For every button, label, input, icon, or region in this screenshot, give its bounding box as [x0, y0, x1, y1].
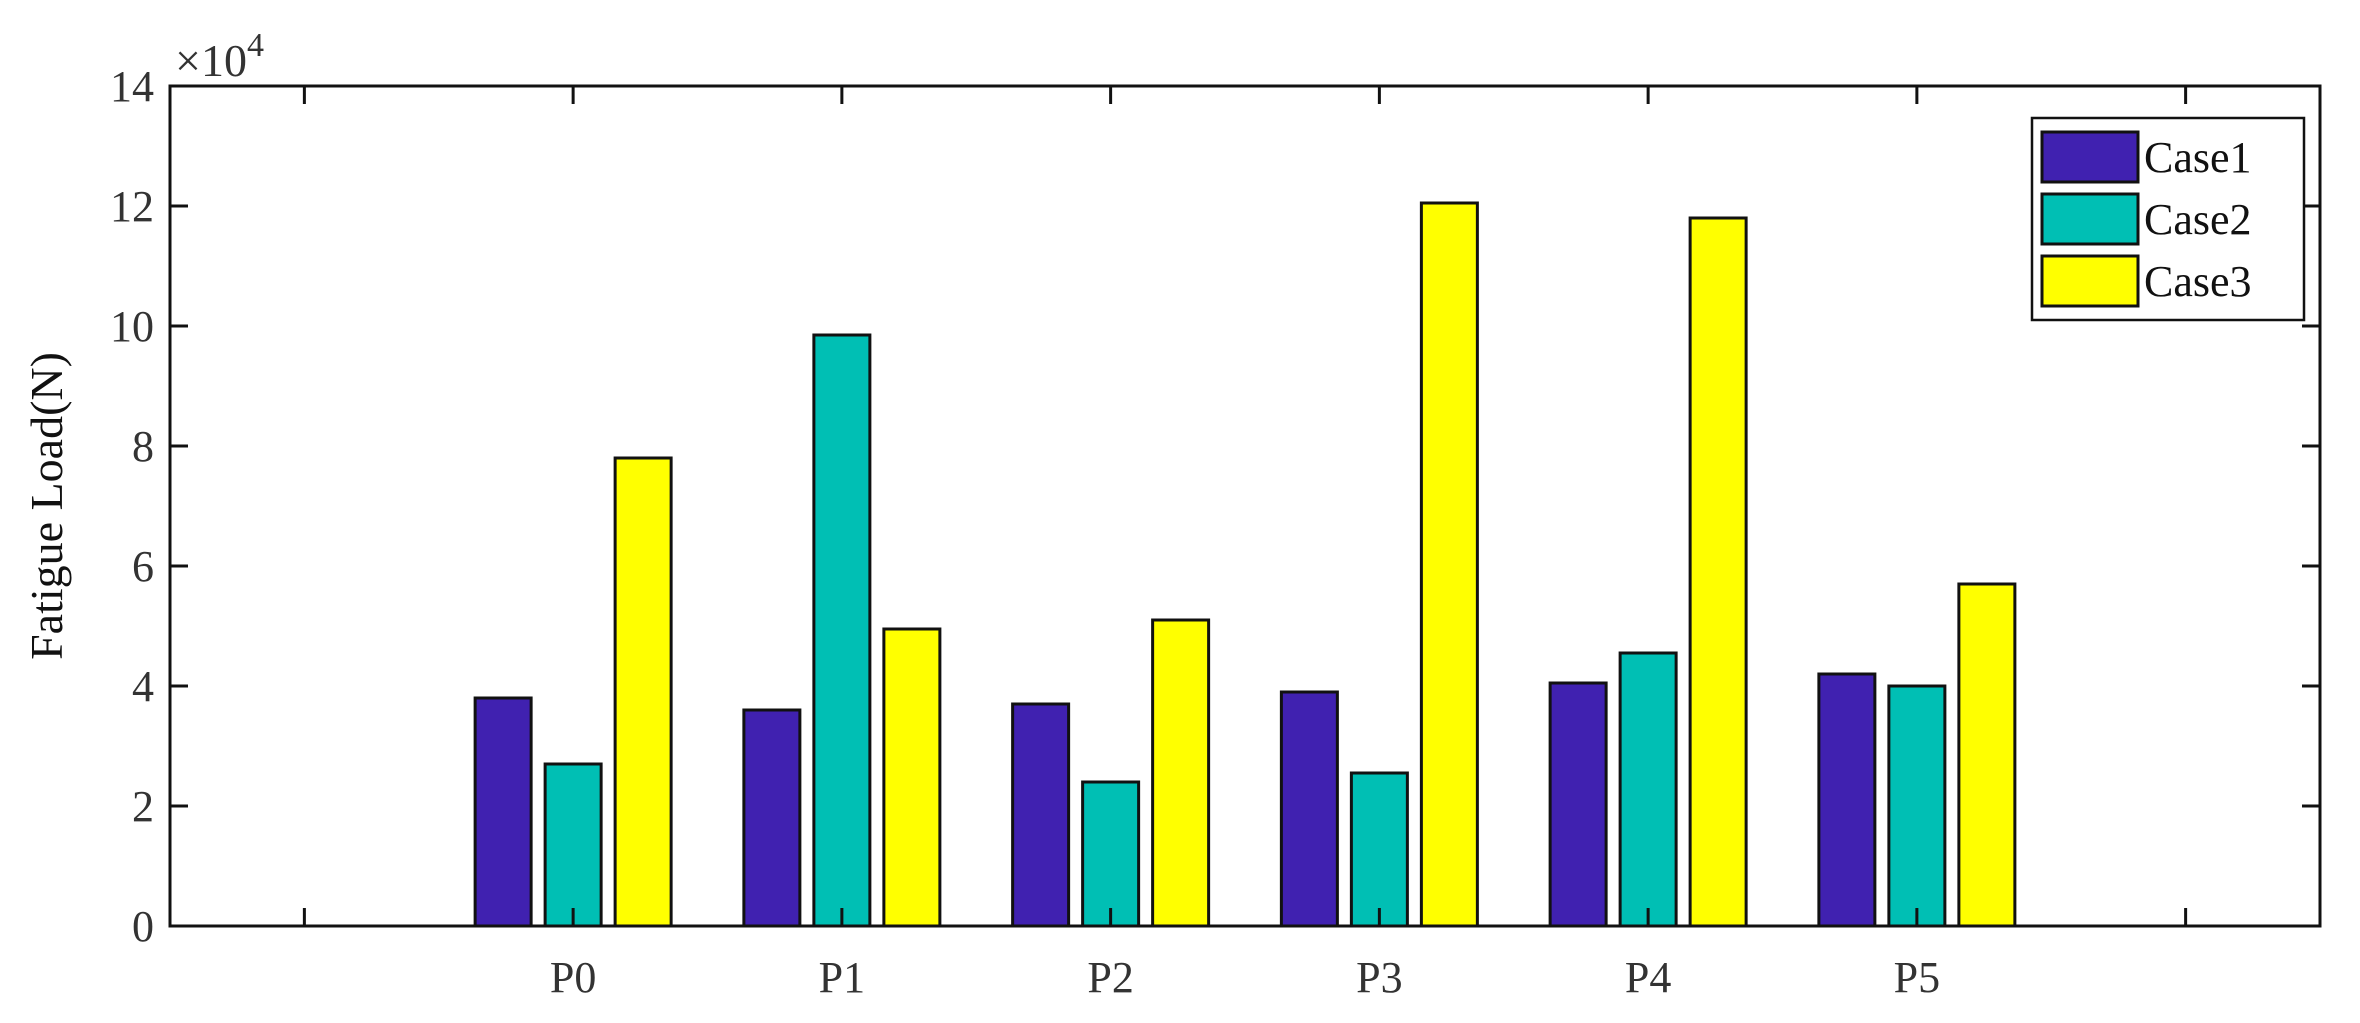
- x-tick-labels: P0 P1 P2 P3 P4 P5: [550, 953, 1940, 1002]
- legend-swatch-case3: [2040, 254, 2140, 308]
- bar-case3-p3: [1419, 201, 1479, 928]
- legend-label-case1: Case1: [2144, 133, 2252, 182]
- bar-case2-p3: [1349, 771, 1409, 928]
- y-tick-labels: 0 2 4 6 8 10 12 14: [110, 62, 154, 951]
- plot-frame: [168, 84, 2322, 928]
- y-tick-label: 0: [132, 902, 154, 951]
- y-tick-label: 12: [110, 182, 154, 231]
- bar-case1-p2: [1011, 702, 1071, 928]
- bar-case3-p5: [1957, 582, 2017, 928]
- y-tick-label: 4: [132, 662, 154, 711]
- x-tick-label-p5: P5: [1894, 953, 1940, 1002]
- y-multiplier-base: ×10: [175, 35, 247, 86]
- bar-case1-p0: [473, 696, 533, 928]
- y-axis-label: Fatigue Load(N): [21, 352, 72, 660]
- bar-case2-p0: [543, 762, 603, 928]
- x-tick-label-p4: P4: [1625, 953, 1671, 1002]
- bar-case3-p1: [882, 627, 942, 928]
- x-tick-label-p2: P2: [1087, 953, 1133, 1002]
- y-tick-label: 2: [132, 782, 154, 831]
- bars-layer: [473, 201, 2017, 928]
- x-tick-label-p1: P1: [819, 953, 865, 1002]
- legend-label-case2: Case2: [2144, 195, 2252, 244]
- bar-case3-p4: [1688, 216, 1748, 928]
- bar-case3-p2: [1151, 618, 1211, 928]
- legend-label-case3: Case3: [2144, 257, 2252, 306]
- y-multiplier-label: ×104: [175, 27, 264, 86]
- y-tick-label: 10: [110, 302, 154, 351]
- bar-case1-p5: [1817, 672, 1877, 928]
- bar-case1-p1: [742, 708, 802, 928]
- bar-case3-p0: [613, 456, 673, 928]
- bar-case1-p3: [1279, 690, 1339, 928]
- bar-case2-p1: [812, 333, 872, 928]
- y-tick-label: 14: [110, 62, 154, 111]
- bar-case2-p2: [1081, 780, 1141, 928]
- x-tick-label-p3: P3: [1356, 953, 1402, 1002]
- x-tick-label-p0: P0: [550, 953, 596, 1002]
- ticks-layer: [170, 84, 2320, 928]
- legend-swatch-case1: [2040, 130, 2140, 184]
- y-tick-label: 6: [132, 542, 154, 591]
- legend-swatch-case2: [2040, 192, 2140, 246]
- bar-case1-p4: [1548, 681, 1608, 928]
- y-tick-label: 8: [132, 422, 154, 471]
- y-multiplier-exponent: 4: [247, 27, 264, 64]
- legend: Case1 Case2 Case3: [2030, 116, 2306, 322]
- bar-case2-p5: [1887, 684, 1947, 928]
- bar-case2-p4: [1618, 651, 1678, 928]
